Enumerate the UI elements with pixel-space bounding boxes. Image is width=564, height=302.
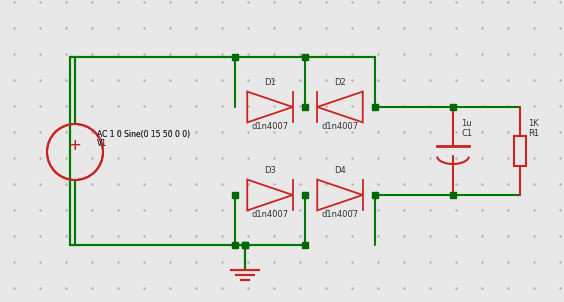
Text: D4: D4	[334, 166, 346, 175]
Text: d1n4007: d1n4007	[252, 210, 289, 219]
Text: C1: C1	[461, 129, 472, 138]
Text: D2: D2	[334, 78, 346, 87]
Text: +: +	[69, 139, 81, 153]
Text: 1K: 1K	[528, 119, 539, 128]
Bar	[514, 136, 526, 166]
Text: +: +	[69, 139, 81, 153]
Text: V1: V1	[97, 140, 107, 149]
Text: R1: R1	[528, 129, 539, 138]
Text: D1: D1	[264, 78, 276, 87]
Text: AC 1 0 Sine(0 15 50 0 0): AC 1 0 Sine(0 15 50 0 0)	[97, 130, 190, 139]
Text: d1n4007: d1n4007	[321, 210, 359, 219]
Text: AC 1 0 Sine(0 15 50 0 0): AC 1 0 Sine(0 15 50 0 0)	[97, 130, 190, 139]
Text: d1n4007: d1n4007	[252, 122, 289, 131]
Text: d1n4007: d1n4007	[321, 122, 359, 131]
Text: V1: V1	[97, 140, 107, 149]
Text: D3: D3	[264, 166, 276, 175]
Text: 1u: 1u	[461, 119, 472, 128]
